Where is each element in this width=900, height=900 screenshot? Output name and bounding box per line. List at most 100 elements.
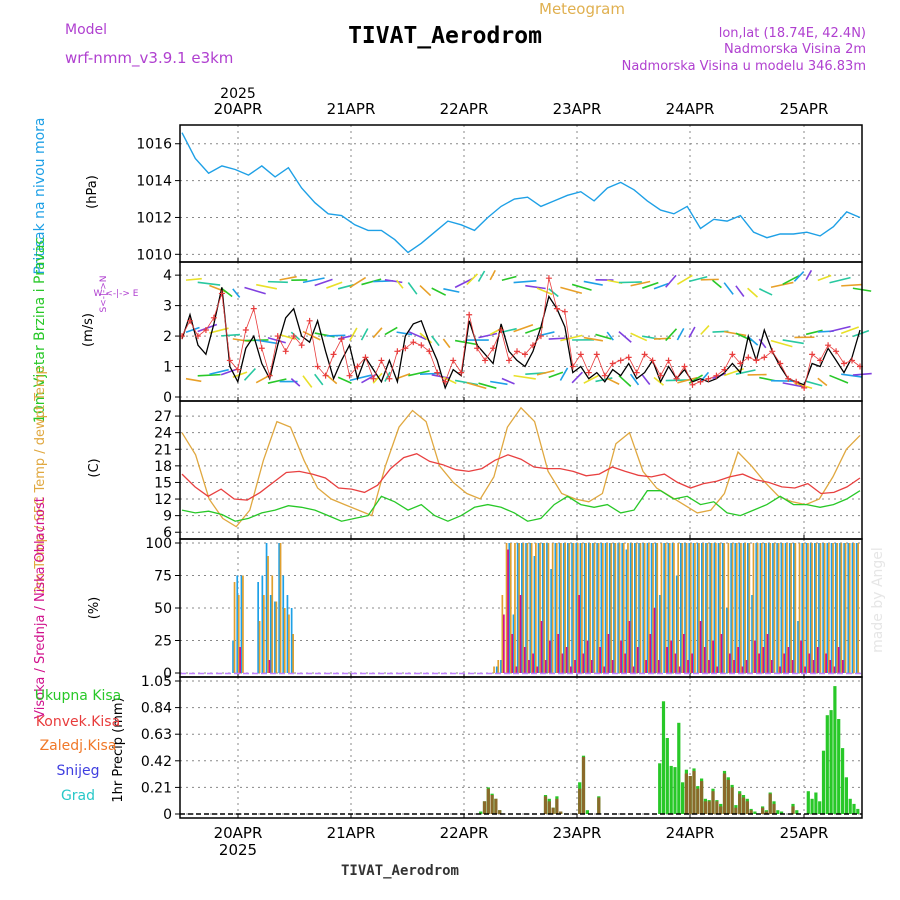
cloud-bar: [762, 647, 765, 673]
cloud-bar: [565, 647, 568, 673]
cloud-bar: [518, 543, 520, 673]
gust-marker: [561, 308, 568, 315]
precip-legend-entry: Konvek.Kisa: [36, 714, 120, 730]
cloud-bar: [756, 543, 759, 673]
wind-arrow: [805, 269, 813, 281]
wind-arrow: [560, 334, 583, 342]
gust-marker: [410, 339, 417, 346]
y-tick-label: 1012: [136, 210, 172, 226]
cloud-bar: [811, 543, 813, 673]
wind-arrow: [852, 329, 870, 338]
wind-arrow: [349, 374, 372, 382]
cloud-bar: [543, 543, 546, 673]
cloud-bar: [833, 666, 836, 673]
precip-total-bar: [844, 777, 848, 814]
wind-arrow: [583, 336, 604, 342]
cloud-bar: [719, 543, 721, 673]
cloud-bar: [575, 543, 578, 673]
precip-total-bar: [795, 810, 799, 814]
cloud-bar: [685, 543, 688, 673]
cloud-bar: [274, 601, 276, 673]
wind-arrow: [782, 339, 804, 345]
wind-arrow: [185, 377, 202, 383]
cloud-bar: [787, 647, 790, 673]
gust-marker: [665, 357, 672, 364]
precip-conv-bar: [791, 806, 795, 814]
wind-arrow: [618, 374, 632, 387]
wind-arrow: [805, 380, 823, 387]
wind-arrow: [735, 285, 745, 297]
cloud-bar: [735, 543, 738, 673]
cloud-bar: [497, 660, 500, 673]
cloud-bar: [589, 543, 592, 673]
wind-arrow: [501, 377, 515, 385]
year-top: 2025: [220, 86, 256, 102]
wind-arrow: [384, 371, 391, 382]
gust-marker: [514, 348, 521, 355]
wind-arrow: [630, 280, 651, 287]
wind-arrow: [302, 375, 313, 388]
gust-marker: [434, 369, 441, 376]
cloud-bar: [727, 543, 730, 673]
gust-marker: [266, 372, 273, 379]
precip-conv-bar: [486, 788, 490, 814]
wind-arrow: [829, 276, 851, 284]
wind-arrow: [618, 330, 632, 343]
cloud-bar: [734, 543, 737, 673]
y-tick-label: 1.05: [141, 674, 172, 690]
gust-marker: [450, 357, 457, 364]
cloud-bar: [729, 653, 731, 673]
footer-label: TIVAT_Aerodrom: [341, 863, 459, 879]
cloud-bar: [680, 543, 682, 673]
cloud-bar: [533, 556, 536, 673]
cloud-bar: [611, 660, 614, 673]
cloud-bar: [600, 543, 603, 673]
wind-arrow: [770, 379, 795, 382]
cloud-bar: [805, 543, 808, 673]
precip-total-bar: [673, 767, 677, 814]
cloud-bar: [798, 543, 801, 673]
precip-conv-bar: [772, 803, 776, 814]
cloud-bar: [847, 543, 850, 673]
cloud-bar: [639, 543, 642, 673]
cloud-bar: [822, 543, 824, 673]
wind-arrow: [840, 326, 860, 335]
cloud-bar: [730, 543, 732, 673]
gust-marker: [849, 357, 856, 364]
cloud-bar: [656, 543, 659, 673]
precip-conv-bar: [768, 793, 772, 814]
wind-arrow: [279, 275, 297, 281]
precip-total-bar: [677, 722, 681, 814]
y-tick-label: 18: [154, 459, 172, 475]
cloud-bar: [590, 660, 593, 673]
gust-marker: [474, 345, 481, 352]
cloud-bar: [779, 666, 781, 673]
cloud-bar: [705, 543, 707, 673]
bottom-day-label: 23APR: [553, 824, 602, 842]
cloud-bar: [625, 549, 628, 673]
cloud-bar: [618, 543, 621, 673]
wind-arrow: [221, 333, 241, 337]
cloud-bar: [683, 634, 685, 673]
cloud-bar: [544, 660, 547, 673]
cloud-bar: [279, 543, 282, 673]
sfc-temp-line: [181, 406, 861, 528]
cloud-bar: [761, 543, 763, 673]
cloud-bar: [239, 647, 241, 673]
wind-arrow: [361, 278, 382, 286]
precip-total-bar: [661, 701, 666, 814]
cloud-bar: [783, 653, 786, 673]
wind-speed-line: [181, 287, 861, 390]
cloud-unit: (%): [87, 597, 102, 620]
bottom-day-label: 21APR: [327, 824, 376, 842]
cloud-bar: [823, 543, 826, 673]
cloud-bar: [832, 543, 834, 673]
cloud-bar: [539, 543, 541, 673]
wind-arrow: [256, 339, 278, 345]
cloud-bar: [646, 543, 649, 673]
wind-arrow: [688, 275, 708, 283]
precip-conv-bar: [738, 793, 742, 814]
gust-marker: [721, 366, 728, 373]
bottom-day-label: 20APR: [214, 824, 263, 842]
precip-legend-entry: Snijeg: [56, 763, 99, 779]
